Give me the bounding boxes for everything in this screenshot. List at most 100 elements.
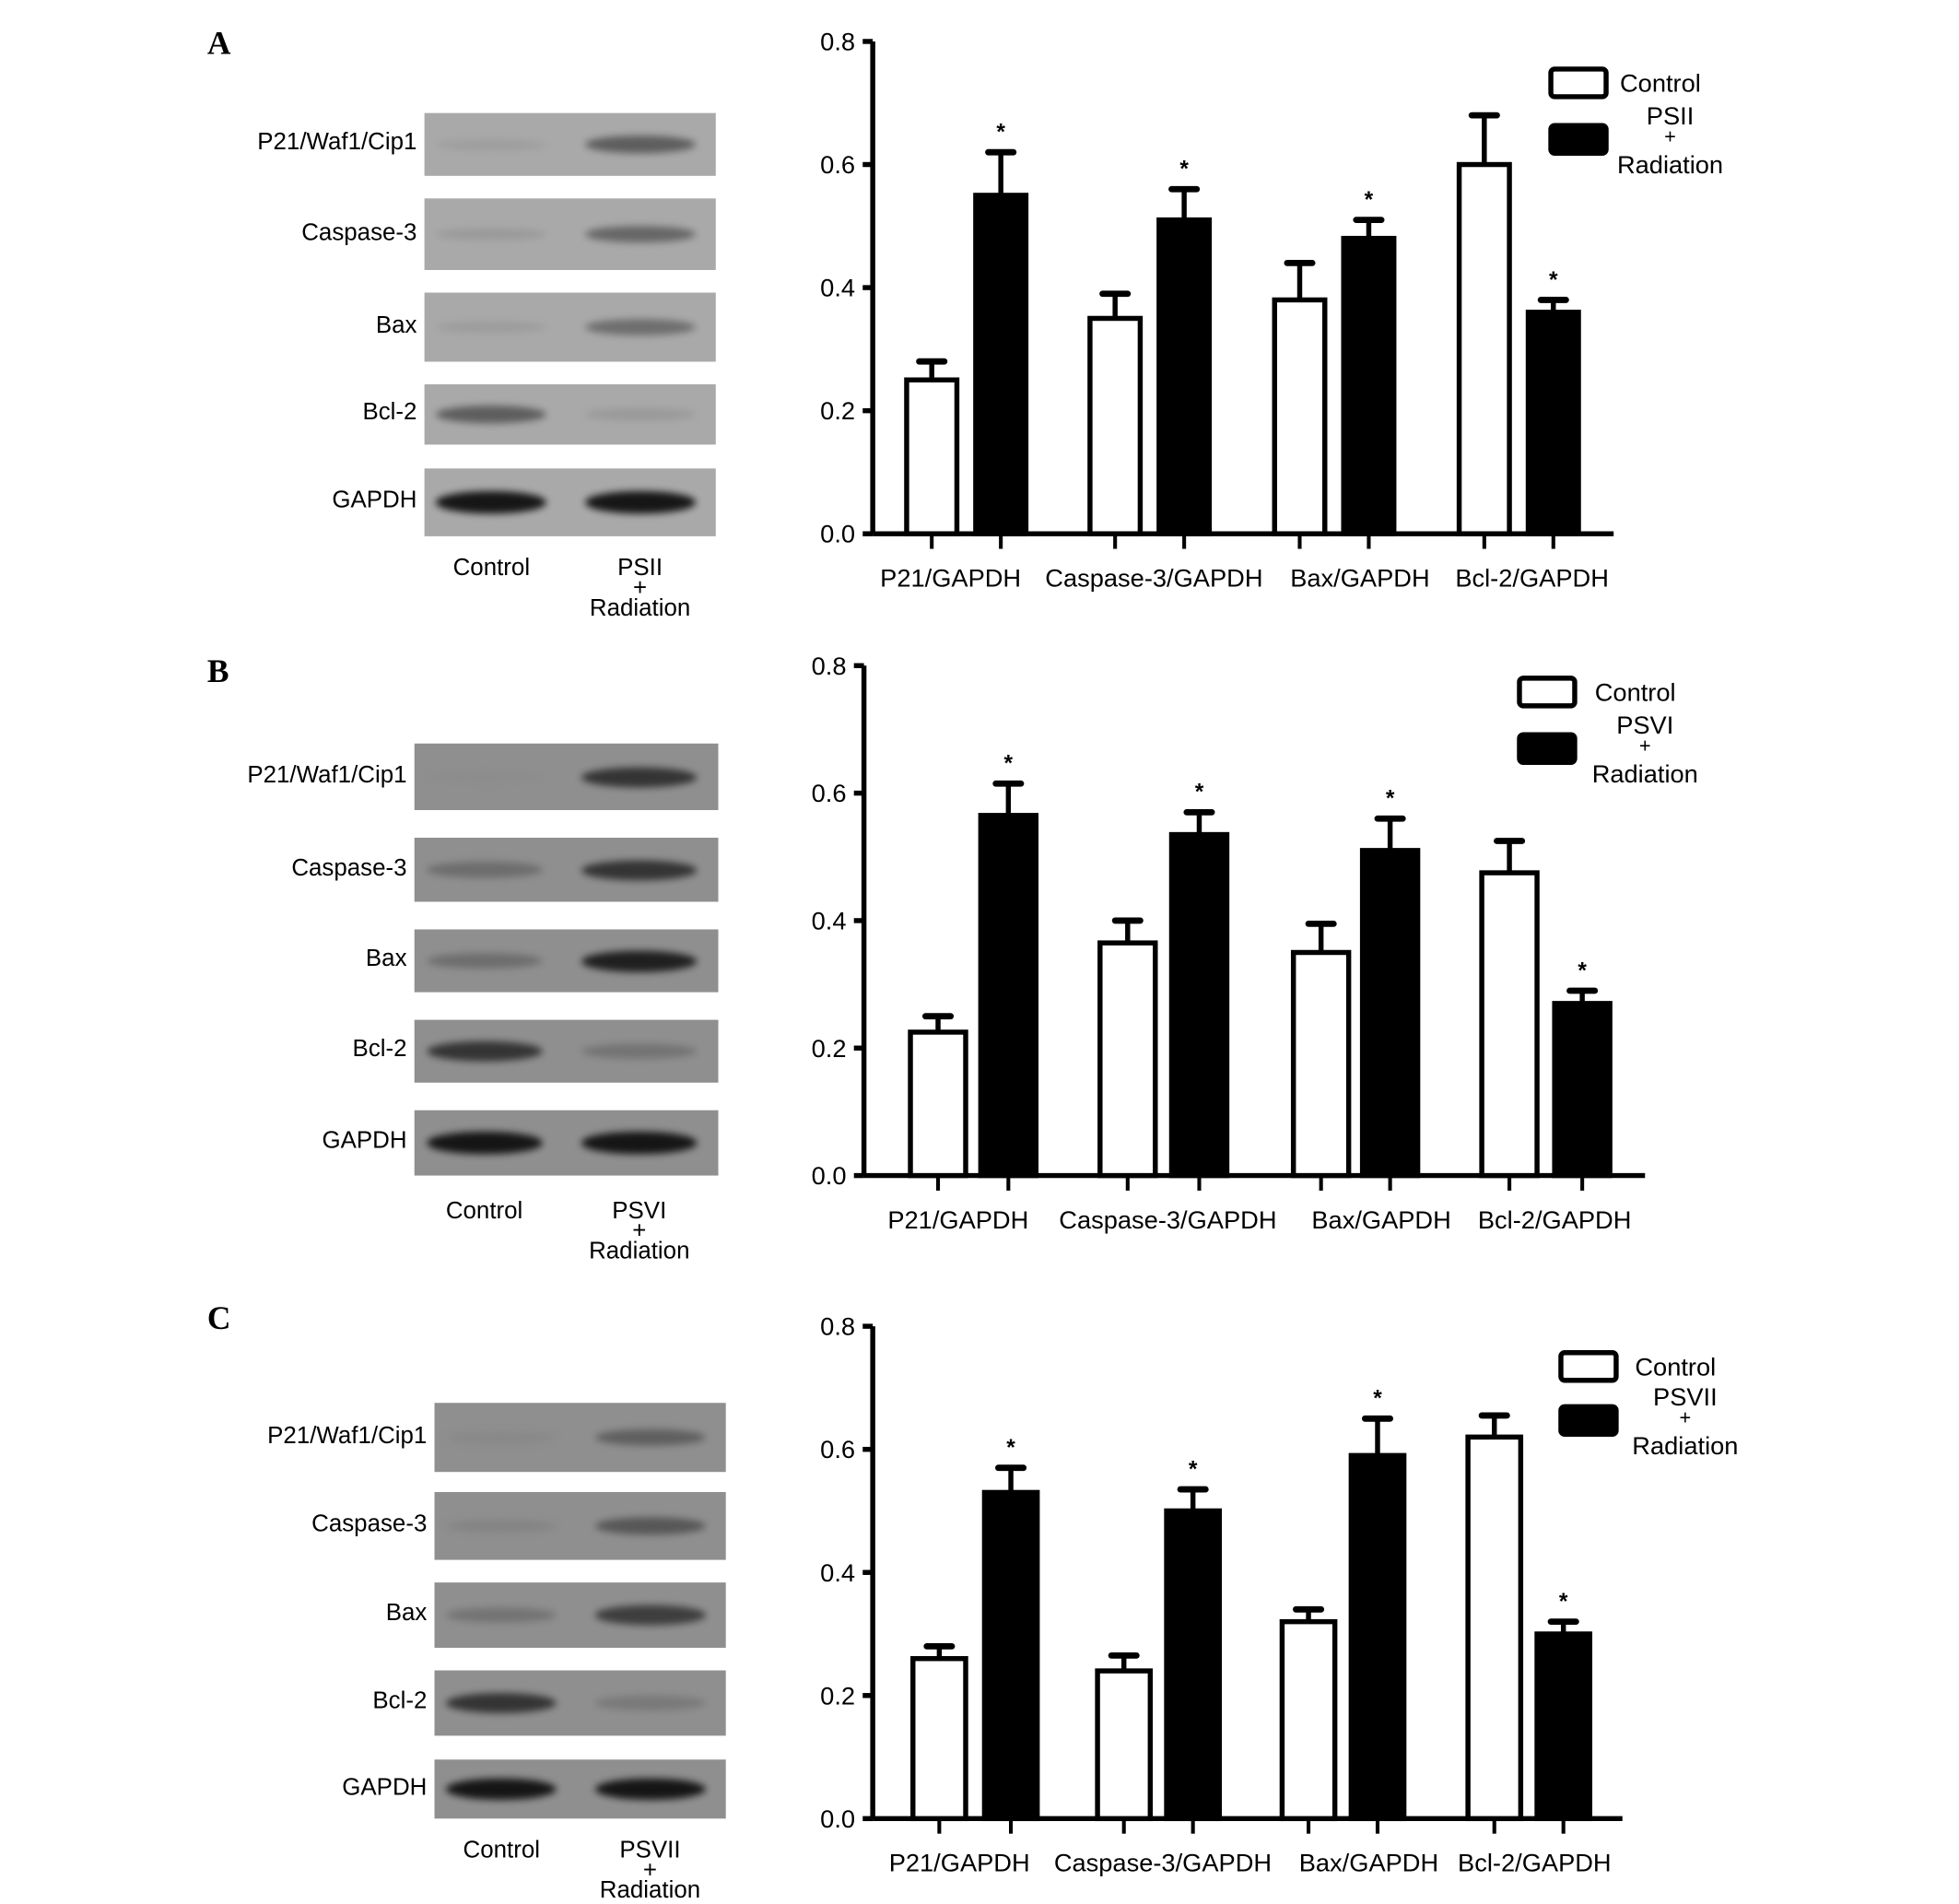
lane-label-line: Radiation	[599, 1877, 701, 1904]
y-tick-label: 0.0	[820, 1804, 855, 1833]
bar	[1465, 1434, 1524, 1822]
lane-label-line: +	[632, 1217, 647, 1245]
legend-label-line: PSVII	[1653, 1382, 1718, 1411]
bar	[1272, 297, 1328, 536]
protein-band	[581, 1132, 698, 1155]
bar	[1095, 1668, 1154, 1822]
bar	[1359, 848, 1421, 1179]
bar	[1525, 310, 1581, 536]
western-blot-strip	[414, 1110, 719, 1176]
x-tick-label: P21/GAPDH	[880, 563, 1021, 592]
western-blot-strip	[414, 837, 719, 902]
x-tick-label: Bax/GAPDH	[1299, 1849, 1438, 1877]
lane-label-line: Radiation	[589, 594, 691, 622]
panel-label: C	[206, 1299, 231, 1337]
protein-band	[581, 859, 698, 880]
bar	[1087, 315, 1144, 536]
bar	[1348, 1452, 1407, 1822]
bar	[1279, 1618, 1338, 1822]
lane-label-line: Control	[445, 1198, 523, 1225]
significance-marker: *	[1195, 781, 1204, 805]
bar	[1534, 1631, 1593, 1822]
bar	[1456, 161, 1512, 536]
significance-marker: *	[1006, 1436, 1015, 1461]
protein-band	[426, 770, 543, 783]
bar	[1168, 831, 1230, 1179]
protein-band	[426, 1040, 543, 1062]
x-tick-label: Bax/GAPDH	[1311, 1205, 1450, 1234]
lane-label-line: +	[642, 1857, 658, 1885]
protein-band	[446, 1519, 557, 1533]
protein-band	[581, 1043, 698, 1059]
bar	[1290, 949, 1352, 1179]
protein-band	[584, 408, 696, 421]
blot-row-label: Bcl-2	[372, 1687, 428, 1715]
significance-marker: *	[1179, 158, 1189, 182]
y-tick-label: 0.0	[820, 520, 855, 548]
lane-label-line: Radiation	[589, 1238, 690, 1265]
blot-row-label: GAPDH	[332, 487, 417, 514]
legend-swatch	[1548, 66, 1609, 100]
legend-label-line: +	[1639, 734, 1651, 757]
lane-label: Control	[403, 1198, 566, 1225]
y-tick-label: 0.2	[812, 1034, 847, 1063]
lane-label: PSVII + Radiation	[569, 1837, 732, 1904]
western-blot-strip	[424, 292, 716, 362]
legend-label: Control	[1595, 677, 1676, 706]
blot-row-label: P21/Waf1/Cip1	[267, 1422, 428, 1449]
protein-band	[584, 319, 696, 335]
bar	[1097, 940, 1158, 1179]
western-blot-strip	[424, 198, 716, 271]
significance-marker: *	[1373, 1387, 1382, 1412]
bar	[981, 1489, 1040, 1822]
y-tick-label: 0.2	[820, 1681, 855, 1710]
bar	[908, 1029, 968, 1179]
lane-label-line: Control	[452, 555, 531, 582]
y-tick-label: 0.6	[820, 1435, 855, 1463]
protein-band	[436, 321, 547, 334]
legend-label-line: +	[1664, 124, 1676, 147]
lane-label: PSVI + Radiation	[557, 1198, 721, 1265]
x-tick-label: P21/GAPDH	[889, 1849, 1030, 1877]
bar	[1341, 235, 1397, 536]
western-blot-strip	[434, 1670, 726, 1736]
bar	[1552, 1001, 1613, 1179]
blot-row-label: GAPDH	[322, 1127, 407, 1155]
significance-marker: *	[1004, 752, 1014, 777]
blot-row-label: Bcl-2	[352, 1036, 407, 1063]
y-tick-label: 0.0	[812, 1161, 847, 1190]
significance-marker: *	[1386, 787, 1395, 812]
bar	[1164, 1508, 1223, 1822]
x-tick-label: Bax/GAPDH	[1290, 563, 1429, 592]
protein-band	[436, 228, 547, 241]
lane-label-line: Control	[463, 1837, 540, 1864]
legend-label-line: Radiation	[1617, 150, 1723, 179]
lane-label: Control	[410, 555, 573, 582]
significance-marker: *	[1578, 958, 1587, 983]
protein-band	[594, 1517, 706, 1535]
protein-band	[581, 949, 698, 972]
bar	[910, 1655, 968, 1822]
western-blot-strip	[434, 1759, 726, 1819]
protein-band	[584, 225, 696, 243]
y-tick-label: 0.8	[820, 1312, 855, 1341]
x-tick-label: Bcl-2/GAPDH	[1455, 563, 1609, 592]
significance-marker: *	[1365, 188, 1374, 213]
legend-label-line: PSII	[1647, 101, 1694, 130]
significance-marker: *	[1189, 1457, 1198, 1482]
y-tick-label: 0.8	[812, 652, 847, 680]
y-tick-label: 0.6	[812, 779, 847, 807]
legend-label: Control	[1635, 1352, 1716, 1381]
significance-marker: *	[1559, 1590, 1568, 1615]
legend-swatch	[1548, 123, 1609, 156]
western-blot-strip	[414, 929, 719, 993]
lane-label-line: PSVI	[612, 1198, 667, 1225]
x-tick-label: Caspase-3/GAPDH	[1045, 563, 1262, 592]
lane-label-line: PSII	[617, 555, 663, 582]
legend-label-line: Radiation	[1632, 1431, 1738, 1460]
x-tick-label: Caspase-3/GAPDH	[1054, 1849, 1272, 1877]
bar	[904, 377, 960, 536]
lane-label-line: PSVII	[619, 1837, 681, 1864]
protein-band	[446, 1607, 557, 1623]
